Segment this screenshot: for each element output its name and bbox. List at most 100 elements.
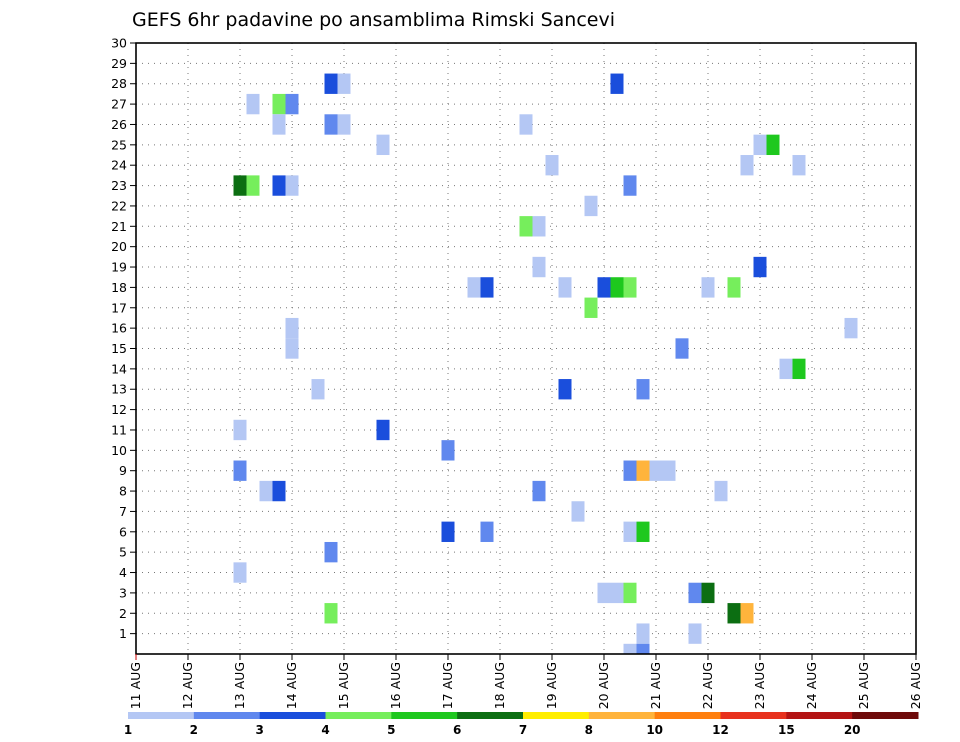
- x-axis: 11 AUG 12 AUG 13 AUG 14 AUG 15 AUG 16 AUG 17 A…: [128, 654, 923, 709]
- x-tick-label: 15 AUG: [336, 662, 351, 709]
- legend-label: 1: [124, 723, 132, 737]
- y-tick-label: 12: [111, 402, 127, 417]
- legend-swatch: [325, 712, 392, 719]
- precip-cell: [246, 93, 260, 115]
- y-tick-label: 6: [119, 524, 127, 539]
- precip-cell: [610, 73, 624, 94]
- precip-cell: [441, 521, 455, 542]
- y-tick-label: 11: [111, 422, 127, 437]
- legend-swatch: [523, 712, 590, 719]
- y-tick-label: 29: [111, 56, 127, 71]
- precip-cell: [597, 582, 611, 604]
- legend-swatch: [654, 712, 721, 719]
- color-legend: 1 2 3 4 5 6 7 8 10 12 15 20: [124, 712, 919, 737]
- precip-cell: [636, 623, 650, 644]
- legend-label: 20: [844, 723, 861, 737]
- x-tick-label: 18 AUG: [492, 662, 507, 709]
- precip-cell: [623, 582, 637, 604]
- precip-cell: [376, 134, 390, 156]
- precip-cell: [662, 460, 676, 481]
- precip-cell: [753, 134, 767, 156]
- precip-cell: [753, 256, 767, 278]
- x-tick-label: 17 AUG: [440, 662, 455, 709]
- x-tick-label: 19 AUG: [544, 662, 559, 709]
- x-tick-label: 26 AUG: [908, 662, 923, 709]
- precip-cell: [545, 155, 559, 176]
- y-tick-label: 4: [119, 565, 127, 580]
- precip-cell: [610, 582, 624, 604]
- precip-cell: [480, 277, 494, 298]
- x-tick-label: 13 AUG: [232, 662, 247, 709]
- precip-cell: [519, 114, 533, 135]
- precip-cell: [285, 175, 299, 196]
- legend-label: 2: [190, 723, 198, 737]
- y-tick-label: 14: [111, 361, 127, 376]
- precip-cell: [519, 216, 533, 237]
- precip-cell: [467, 277, 481, 298]
- precip-cell: [233, 419, 247, 441]
- y-tick-label: 8: [119, 484, 127, 499]
- y-tick-label: 25: [111, 137, 127, 152]
- precip-cell: [701, 582, 715, 604]
- x-tick-label: 11 AUG: [128, 662, 143, 709]
- legend-swatch: [391, 712, 458, 719]
- precip-cell: [688, 623, 702, 644]
- x-tick-label: 25 AUG: [856, 662, 871, 709]
- precip-cell: [285, 338, 299, 359]
- legend-swatch: [720, 712, 787, 719]
- y-tick-label: 30: [111, 36, 127, 51]
- y-tick-label: 22: [111, 198, 127, 213]
- precip-cell: [701, 277, 715, 298]
- precip-cell: [792, 358, 806, 380]
- y-tick-label: 18: [111, 280, 127, 295]
- y-tick-label: 27: [111, 97, 127, 112]
- precip-cell: [558, 277, 572, 298]
- legend-label: 15: [778, 723, 795, 737]
- legend-swatch: [457, 712, 524, 719]
- precip-cell: [324, 603, 338, 624]
- precip-cell: [740, 155, 754, 176]
- chart-title: GEFS 6hr padavine po ansamblima Rimski S…: [132, 9, 615, 31]
- legend-label: 3: [255, 723, 263, 737]
- precip-cell: [246, 175, 260, 196]
- precip-cell: [727, 277, 741, 298]
- precip-cell: [376, 419, 390, 441]
- precip-cell: [675, 338, 689, 359]
- y-tick-label: 21: [111, 219, 127, 234]
- precip-cell: [272, 114, 286, 135]
- x-tick-label: 20 AUG: [596, 662, 611, 709]
- precip-cell: [623, 175, 637, 196]
- x-tick-label: 16 AUG: [388, 662, 403, 709]
- legend-swatch: [786, 712, 853, 719]
- legend-label: 10: [646, 723, 663, 737]
- y-tick-label: 16: [111, 321, 127, 336]
- precip-cell: [636, 379, 650, 400]
- y-tick-label: 26: [111, 117, 127, 132]
- precip-cell: [597, 277, 611, 298]
- precip-cell: [285, 317, 299, 339]
- precip-cell: [623, 277, 637, 298]
- precip-cell: [636, 643, 650, 654]
- precip-cell: [623, 460, 637, 481]
- x-tick-label: 23 AUG: [752, 662, 767, 709]
- precip-cell: [324, 541, 338, 563]
- x-tick-label: 14 AUG: [284, 662, 299, 709]
- precip-cell: [285, 93, 299, 115]
- y-tick-label: 28: [111, 76, 127, 91]
- precip-cell: [623, 643, 637, 654]
- precip-cell: [584, 297, 598, 318]
- precip-cell: [558, 379, 572, 400]
- precip-cell: [636, 460, 650, 481]
- precip-cell: [532, 256, 546, 278]
- precip-cell: [324, 114, 338, 135]
- precip-cell: [571, 501, 585, 522]
- y-tick-label: 2: [119, 606, 127, 621]
- legend-label: 12: [712, 723, 729, 737]
- precip-cell: [532, 480, 546, 502]
- y-tick-label: 24: [111, 158, 127, 173]
- x-tick-label: 22 AUG: [700, 662, 715, 709]
- precip-cell: [272, 480, 286, 502]
- y-tick-label: 19: [111, 260, 127, 275]
- precip-cell: [272, 93, 286, 115]
